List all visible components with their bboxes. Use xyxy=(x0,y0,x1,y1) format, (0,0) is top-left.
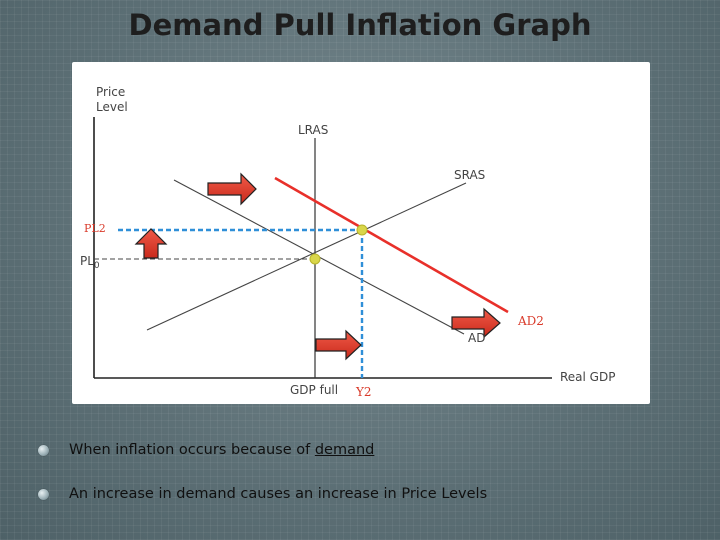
bullet-list: When inflation occurs because of demand … xyxy=(38,428,698,516)
y-axis-label-line1: Price xyxy=(96,85,125,99)
equilibrium-point-initial xyxy=(309,253,321,265)
pl0-label-main: PL xyxy=(80,254,94,268)
bullet-item: When inflation occurs because of demand xyxy=(38,428,698,472)
bullet-text-1-emphasis: demand xyxy=(314,442,375,458)
demand-pull-graph: Price Level LRAS SRAS AD AD2 Real GDP GD… xyxy=(80,85,615,399)
pl2-label: PL2 xyxy=(84,222,106,235)
ad-label: AD xyxy=(468,331,485,345)
demand-shift-right-arrow-upper xyxy=(207,172,257,206)
bullet-item: An increase in demand causes an increase… xyxy=(38,472,698,516)
sras-curve xyxy=(146,182,467,331)
lras-label: LRAS xyxy=(298,123,328,137)
pl0-label: PL0 xyxy=(80,254,100,271)
ad2-curve xyxy=(274,176,509,314)
bullet-icon xyxy=(38,444,49,456)
bullet-text-2: An increase in demand causes an increase… xyxy=(69,486,488,502)
ad2-label: AD2 xyxy=(517,314,544,328)
equilibrium-point-new xyxy=(356,224,368,236)
graph-panel: Price Level LRAS SRAS AD AD2 Real GDP GD… xyxy=(72,62,650,404)
y-axis-label-line2: Level xyxy=(96,100,128,114)
y2-label: Y2 xyxy=(355,385,372,399)
pl0-label-subscript: 0 xyxy=(94,261,100,271)
bullet-icon xyxy=(38,488,49,500)
price-level-up-arrow xyxy=(134,228,168,259)
bullet-text-1-prefix: When inflation occurs because of xyxy=(69,442,315,458)
ad-shift-right-arrow xyxy=(451,307,501,339)
gdp-full-label: GDP full xyxy=(290,383,338,397)
slide-title: Demand Pull Inflation Graph xyxy=(128,8,592,42)
x-axis-label: Real GDP xyxy=(560,370,615,384)
bullet-text-1: When inflation occurs because of demand xyxy=(69,442,374,458)
sras-label: SRAS xyxy=(454,168,485,182)
output-increase-arrow xyxy=(315,329,362,361)
